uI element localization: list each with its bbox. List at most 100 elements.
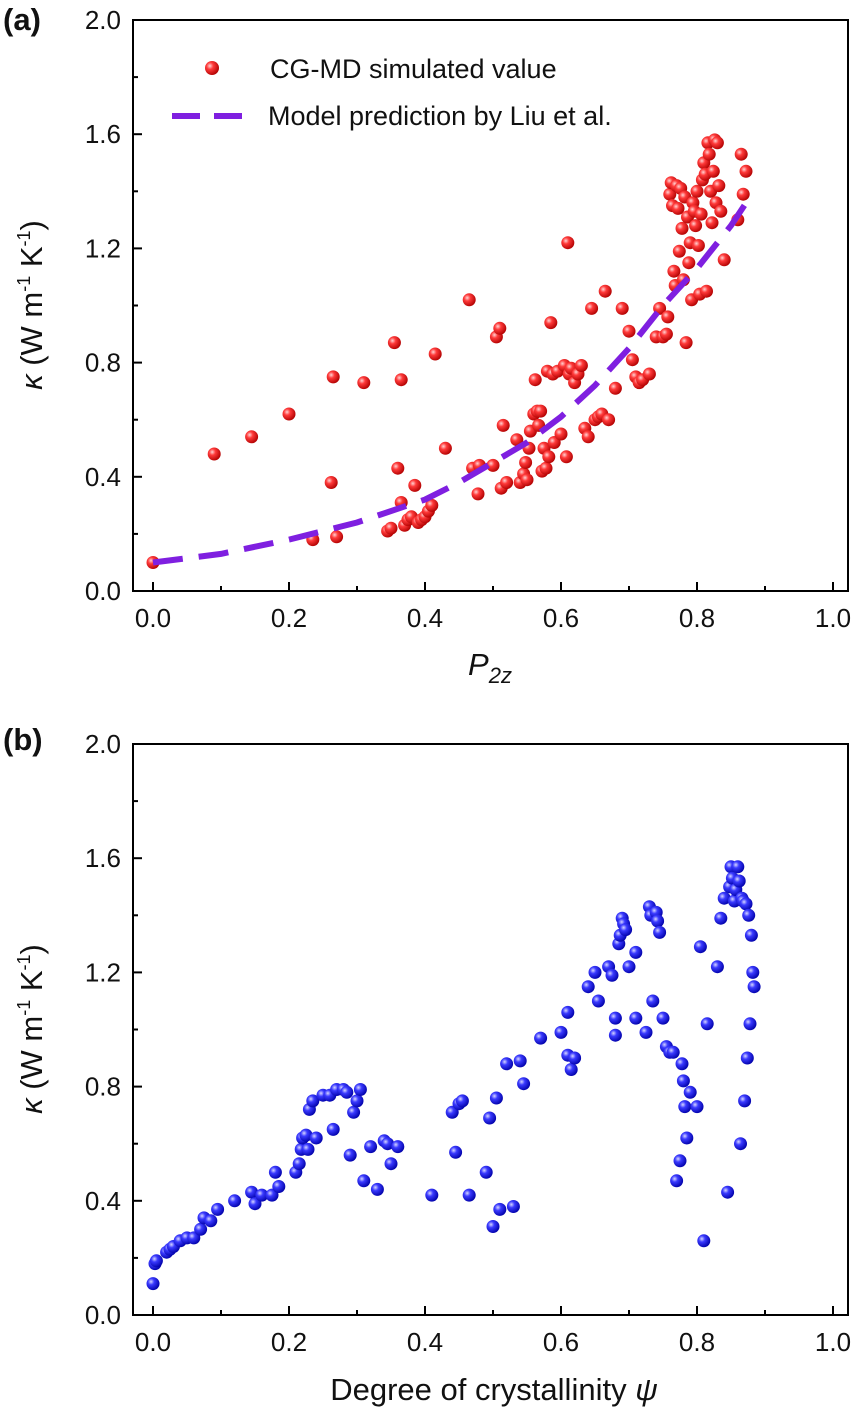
panel-b-data-point [678,1100,692,1114]
panel-b-y-tick-label: 1.6 [85,843,121,873]
panel-a-y-axis-title: κ (W m-1 K-1) [14,220,49,390]
panel-a-data-point [559,450,573,464]
panel-b-y-tick-label: 0.4 [85,1186,121,1216]
panel-b-data-point [353,1083,367,1096]
panel-b-data-point [340,1085,354,1099]
panel-a-data-point [734,147,748,161]
panel-b-data-point [629,945,643,959]
panel-a-data-point [705,216,719,230]
panel-a-data-point [391,461,405,475]
panel-b-data-point [489,1091,503,1105]
panel-b-data-point [534,1031,548,1045]
panel-a-x-tick-label: 0.2 [271,603,307,633]
panel-a-data-point [691,239,705,252]
panel-b-data-point [680,1131,694,1145]
panel-a-y-tick-label: 1.6 [85,119,121,149]
panel-b-data-point [646,994,660,1008]
panel-a-data-point [672,244,686,258]
panel-b-data-point [622,960,636,974]
panel-b-data-point [462,1188,476,1202]
panel-b-data-point [653,925,667,939]
panel-b-data-point [455,1094,469,1108]
panel-b-data-point [483,1111,497,1125]
panel-a-data-point [519,456,533,469]
panel-b-data-point [517,1077,531,1091]
panel-a-data-point [245,430,259,444]
panel-b-x-tick-label: 0.2 [271,1327,307,1357]
panel-b-data-point [734,1137,747,1151]
panel-b-y-tick-label: 0.8 [85,1072,121,1102]
panel-b-x-tick-label: 0.8 [679,1327,715,1357]
panel-b-data-point [693,940,707,954]
panel-a-data-point [689,219,703,233]
panel-a-data-point [615,301,629,315]
panel-b-data-point [697,1234,711,1248]
panel-b-data-point [384,1157,398,1171]
panel-a-y-tick-label: 0.8 [85,348,121,378]
panel-b-data-point [738,1094,752,1108]
panel-b-data-point [301,1142,315,1156]
panel-b-data-point [204,1214,218,1228]
panel-b-data-point [486,1220,500,1233]
panel-b-data-point [343,1148,357,1162]
panel-a-data-point [671,201,685,215]
panel-b-data-point [272,1180,286,1193]
panel-b-data-point [561,1005,575,1019]
panel-b-data-point [245,1185,259,1199]
panel-a-data-point [736,187,750,201]
panel-b-data-point [564,1063,578,1076]
panel-b-x-tick-label: 0.4 [407,1327,443,1357]
panel-b-data-point [683,1085,697,1099]
panel-b-chart: (b) 0.0 0.2 0.4 0.6 0.8 1.0 0.0 0.4 0.8 1.2 1.6 2.0… [3,722,851,1407]
panel-b-data-point [299,1128,313,1142]
panel-a-data-point [539,461,553,475]
panel-a-x-tick-label: 0.0 [135,603,171,633]
panel-a-data-point [694,207,708,221]
panel-a-data-point [602,413,616,427]
panel-a-y-tick-label: 0.0 [85,576,121,606]
panel-b-data-point [292,1157,306,1171]
panel-a-data-point [710,136,724,150]
panel-b-ticks: 0.0 0.2 0.4 0.6 0.8 1.0 0.0 0.4 0.8 1.2 1.6 2.0 [85,729,851,1357]
panel-a-data-point [534,404,548,418]
panel-b-data-point [619,923,633,937]
legend-label-model: Model prediction by Liu et al. [268,101,612,131]
panel-a-data-point [712,179,726,193]
panel-a-data-point [700,284,713,298]
panel-b-data-point [268,1165,282,1179]
panel-b-x-tick-label: 0.6 [543,1327,579,1357]
panel-a-x-axis-title: P2z [468,647,512,688]
panel-b-data-point [581,980,595,994]
panel-b-data-point [670,1174,684,1188]
panel-a-label: (a) [3,2,41,37]
panel-b-data-point [425,1188,439,1202]
panel-b-data-point [747,980,761,994]
panel-b-data-point [391,1140,405,1154]
panel-a-data-point [690,184,704,198]
panel-b-data-point [347,1105,361,1119]
panel-a-data-point [384,521,398,535]
panel-a-data-point [207,447,221,461]
panel-b-data-point [554,1025,568,1039]
panel-a-data-point [544,316,558,330]
panel-a-data-point [520,473,534,487]
panel-a-data-point [581,430,595,444]
panel-a-data-point [510,433,524,447]
panel-b-data-point [149,1254,163,1268]
panel-a-data-point [500,476,514,489]
panel-b-data-point [651,914,665,928]
panel-a-data-point [717,253,731,267]
panel-a-data-point [528,373,542,387]
panel-b-x-tick-label: 1.0 [815,1327,851,1357]
panel-b-data-point [364,1140,378,1154]
panel-a-data-point [425,498,439,512]
panel-b-data-point [591,994,605,1008]
panel-a-x-tick-label: 1.0 [815,603,851,633]
panel-a-data-point [739,164,753,178]
panel-a-x-tick-label: 0.8 [679,603,715,633]
panel-b-data-point [717,891,731,905]
panel-a-data-point [387,336,401,350]
panel-a-x-tick-label: 0.4 [407,603,443,633]
panel-a-data-point [675,221,689,235]
panel-b-data-point [740,1051,754,1065]
